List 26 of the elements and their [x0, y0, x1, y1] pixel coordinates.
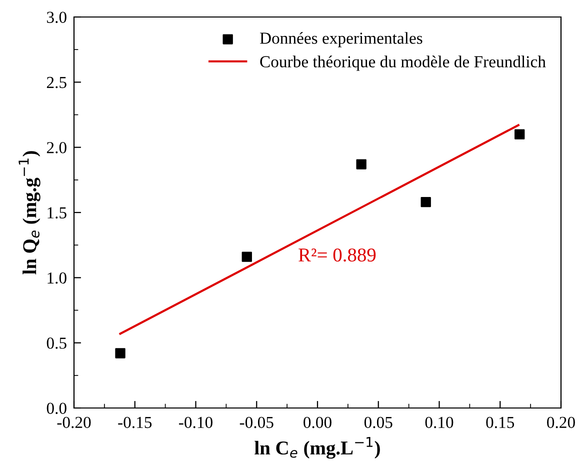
x-tick-label: -0.15 [118, 416, 152, 428]
y-tick-label: 1.5 [48, 207, 66, 219]
y-tick-label: 3.0 [47, 12, 66, 24]
point [242, 252, 252, 262]
x-tick-label: -0.20 [57, 416, 91, 428]
point [115, 348, 126, 358]
x-tick-label: 0.00 [304, 416, 332, 428]
legend-label: Données experimentales [260, 32, 422, 48]
x-tick-label: 0.15 [486, 416, 514, 428]
x-tick-label: -0.10 [179, 416, 212, 428]
y-tick-label: 1.0 [48, 272, 66, 284]
x-tick-label: 0.10 [425, 416, 454, 428]
y-axis-title: ln Q$_{e}$ (mg.g$^{−1}$) [18, 151, 40, 274]
x-axis-title: ln C$_{e}$ (mg.L$^{−1}$) [254, 437, 380, 459]
point [356, 159, 366, 170]
point [514, 129, 525, 140]
y-tick-label: 0.0 [46, 402, 66, 414]
x-tick-label: 0.20 [547, 416, 575, 428]
annotation: R²= 0.889 [298, 248, 376, 262]
legend-label: Courbe théorique du modèle de Freundlich [260, 56, 546, 71]
y-tick-label: 2.5 [46, 76, 66, 88]
y-tick-label: 2.0 [46, 142, 66, 154]
x-tick-label: -0.05 [240, 416, 274, 428]
x-tick-label: 0.05 [364, 416, 392, 428]
point [420, 196, 431, 208]
y-tick-label: 0.5 [46, 338, 66, 349]
